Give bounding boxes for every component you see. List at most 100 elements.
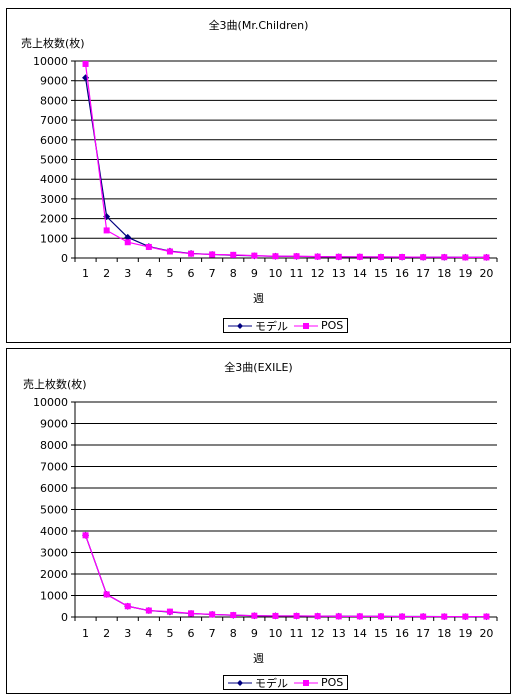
x-tick-label: 18	[437, 267, 451, 280]
data-point-pos	[145, 607, 152, 614]
y-axis-label: 売上枚数(枚)	[21, 37, 85, 50]
y-tick-label: 6000	[40, 134, 68, 147]
x-tick-label: 8	[230, 267, 237, 280]
x-tick-label: 14	[353, 627, 367, 640]
x-tick-label: 1	[82, 267, 89, 280]
y-tick-label: 7000	[40, 114, 68, 127]
data-point-pos	[82, 60, 89, 67]
data-point-pos	[230, 251, 237, 258]
series-line-model	[84, 535, 487, 618]
data-point-pos	[251, 252, 258, 259]
x-tick-label: 10	[268, 267, 282, 280]
data-point-pos	[145, 243, 152, 250]
legend-label-model: モデル	[255, 319, 288, 333]
legend-label-model: モデル	[255, 676, 288, 690]
x-tick-label: 16	[395, 267, 409, 280]
legend-item-model: モデル	[228, 675, 288, 691]
x-tick-label: 6	[188, 267, 195, 280]
y-tick-label: 3000	[40, 547, 68, 560]
x-tick-label: 2	[103, 627, 110, 640]
legend: モデル POS	[223, 318, 349, 334]
data-point-pos	[377, 254, 384, 261]
data-point-pos	[124, 603, 131, 610]
y-tick-label: 2000	[40, 213, 68, 226]
legend-item-model: モデル	[228, 318, 288, 334]
y-tick-label: 6000	[40, 482, 68, 495]
x-tick-label: 13	[332, 627, 346, 640]
data-point-pos	[293, 612, 300, 619]
x-tick-label: 11	[290, 627, 304, 640]
data-point-pos	[441, 254, 448, 261]
y-tick-label: 1000	[40, 232, 68, 245]
x-tick-label: 3	[124, 627, 131, 640]
y-tick-label: 5000	[40, 154, 68, 167]
line-plot: 0 1000 2000 3000 4000 5000 6000 7000 8000 9000 100…	[33, 55, 498, 280]
x-tick-label: 14	[353, 267, 367, 280]
legend-model-marker	[228, 679, 252, 686]
x-axis-label: 週	[253, 652, 264, 665]
data-point-pos	[314, 613, 321, 620]
legend-label-pos: POS	[321, 319, 344, 332]
y-tick-label: 4000	[40, 173, 68, 186]
data-point-pos	[483, 254, 490, 261]
data-point-pos	[462, 613, 469, 620]
x-tick-label: 13	[332, 267, 346, 280]
x-tick-label: 2	[103, 267, 110, 280]
x-axis-label: 週	[253, 292, 264, 305]
legend-model-marker	[228, 322, 252, 329]
x-tick-label: 9	[251, 627, 258, 640]
x-tick-label: 8	[230, 627, 237, 640]
x-tick-label: 20	[479, 267, 493, 280]
data-point-pos	[209, 251, 216, 258]
data-point-pos	[441, 613, 448, 620]
data-point-pos	[188, 610, 195, 617]
y-tick-label: 2000	[40, 568, 68, 581]
data-point-pos	[420, 254, 427, 261]
x-tick-label: 5	[166, 627, 173, 640]
y-tick-label: 0	[61, 611, 68, 624]
data-point-pos	[420, 613, 427, 620]
data-point-pos	[335, 613, 342, 620]
legend-label-pos: POS	[321, 676, 344, 689]
line-plot: 0 1000 2000 3000 4000 5000 6000 7000 8000 9000 100…	[33, 396, 498, 640]
data-point-pos	[356, 613, 363, 620]
y-tick-label: 10000	[33, 55, 68, 68]
y-tick-label: 7000	[40, 461, 68, 474]
data-point-pos	[82, 532, 89, 539]
series-line-pos	[84, 535, 487, 618]
data-point-pos	[251, 612, 258, 619]
x-tick-label: 10	[268, 627, 282, 640]
chart-exile: 全3曲(EXILE) 売上枚数(枚) 0 1000 2000 3000 4000 5000…	[6, 348, 511, 694]
x-tick-label: 4	[145, 627, 152, 640]
data-point-pos	[377, 613, 384, 620]
data-point-pos	[166, 248, 173, 255]
x-tick-label: 17	[416, 267, 430, 280]
y-tick-label: 10000	[33, 396, 68, 409]
data-point-pos	[356, 253, 363, 260]
x-tick-label: 7	[209, 267, 216, 280]
chart-title: 全3曲(EXILE)	[224, 361, 293, 374]
data-point-model	[124, 233, 132, 241]
x-tick-label: 16	[395, 627, 409, 640]
x-tick-label: 11	[290, 267, 304, 280]
legend-item-pos: POS	[294, 676, 343, 689]
data-point-pos	[314, 253, 321, 260]
y-tick-label: 5000	[40, 504, 68, 517]
legend-pos-marker	[294, 679, 318, 686]
data-point-pos	[462, 254, 469, 261]
series-line-pos	[84, 63, 487, 259]
legend-item-pos: POS	[294, 319, 343, 332]
y-tick-label: 1000	[40, 590, 68, 603]
y-tick-label: 8000	[40, 94, 68, 107]
data-point-pos	[166, 608, 173, 615]
x-tick-label: 18	[437, 627, 451, 640]
x-tick-label: 12	[311, 267, 325, 280]
x-tick-label: 3	[124, 267, 131, 280]
data-point-pos	[209, 611, 216, 618]
data-point-pos	[399, 613, 406, 620]
x-tick-label: 5	[166, 267, 173, 280]
x-tick-label: 19	[458, 267, 472, 280]
x-tick-label: 19	[458, 627, 472, 640]
data-point-pos	[483, 613, 490, 620]
y-axis-label: 売上枚数(枚)	[23, 378, 87, 391]
